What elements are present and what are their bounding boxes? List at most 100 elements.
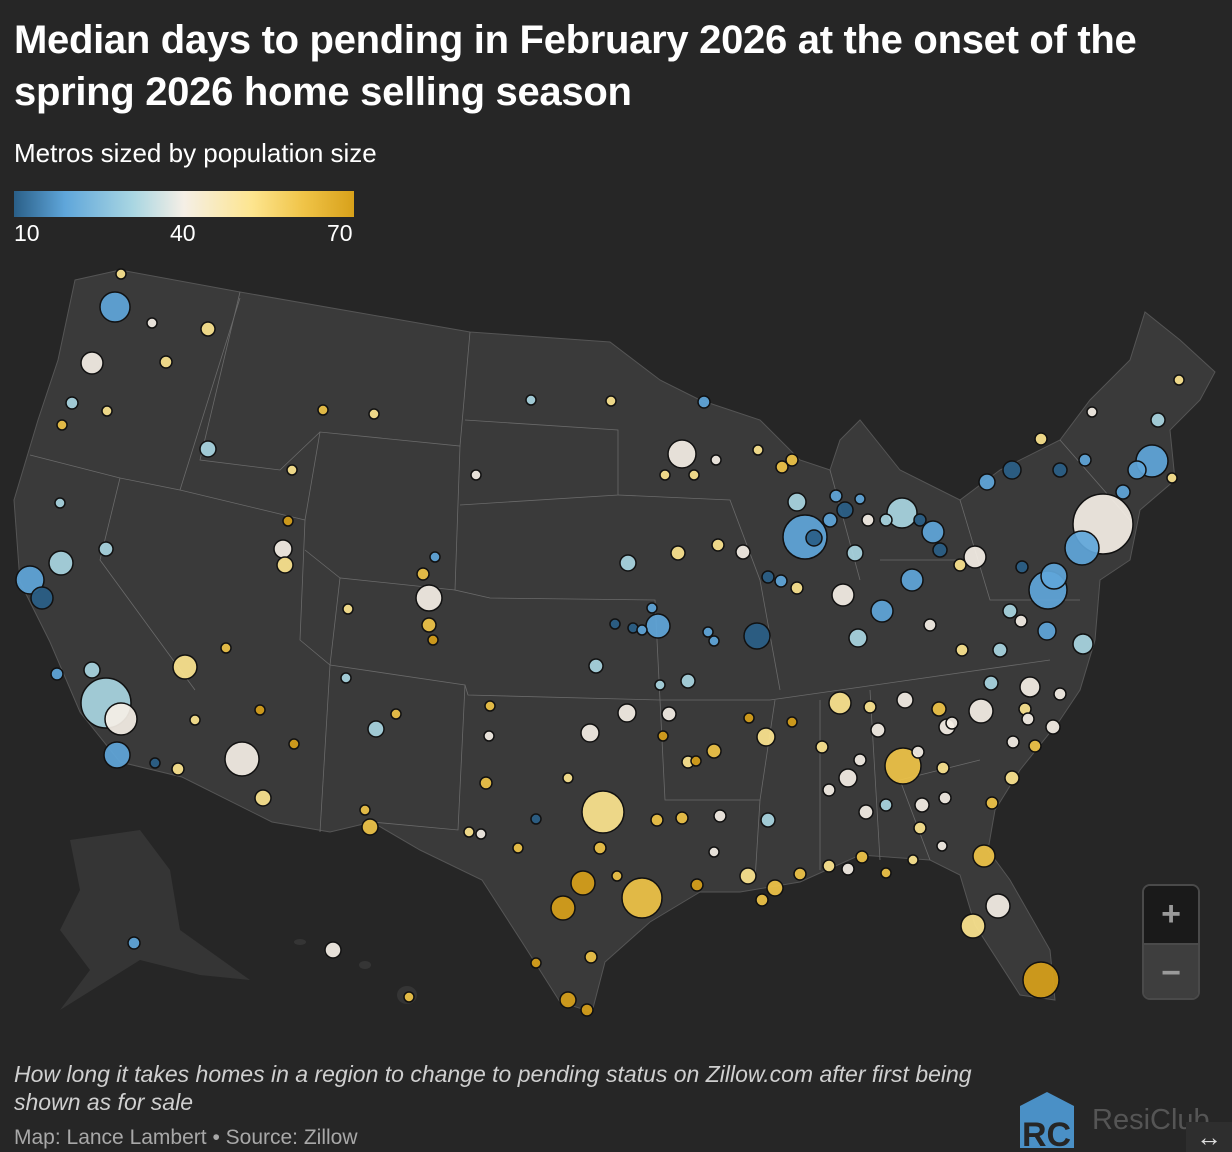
metro-marker[interactable] xyxy=(65,396,79,410)
metro-marker[interactable] xyxy=(1166,472,1178,484)
metro-marker[interactable] xyxy=(822,783,836,797)
metro-marker[interactable] xyxy=(670,545,686,561)
metro-marker[interactable] xyxy=(98,541,114,557)
metro-marker[interactable] xyxy=(367,720,385,738)
metro-marker[interactable] xyxy=(805,529,823,547)
metro-marker[interactable] xyxy=(858,804,874,820)
metro-marker[interactable] xyxy=(646,602,658,614)
metro-marker[interactable] xyxy=(1022,961,1060,999)
metro-marker[interactable] xyxy=(680,673,696,689)
metro-marker[interactable] xyxy=(562,772,574,784)
metro-marker[interactable] xyxy=(50,667,64,681)
metro-marker[interactable] xyxy=(787,492,807,512)
metro-marker[interactable] xyxy=(853,753,867,767)
metro-marker[interactable] xyxy=(822,512,838,528)
metro-marker[interactable] xyxy=(739,867,757,885)
metro-marker[interactable] xyxy=(484,700,496,712)
metro-marker[interactable] xyxy=(936,840,948,852)
metro-marker[interactable] xyxy=(342,603,354,615)
metro-marker[interactable] xyxy=(985,796,999,810)
metro-marker[interactable] xyxy=(913,821,927,835)
metro-marker[interactable] xyxy=(1028,739,1042,753)
metro-marker[interactable] xyxy=(1034,432,1048,446)
metro-marker[interactable] xyxy=(1015,560,1029,574)
metro-marker[interactable] xyxy=(708,846,720,858)
metro-marker[interactable] xyxy=(907,854,919,866)
metro-marker[interactable] xyxy=(127,936,141,950)
metro-marker[interactable] xyxy=(254,789,272,807)
metro-marker[interactable] xyxy=(702,626,714,638)
metro-marker[interactable] xyxy=(276,556,294,574)
metro-marker[interactable] xyxy=(415,584,443,612)
metro-marker[interactable] xyxy=(470,469,482,481)
metro-marker[interactable] xyxy=(752,444,764,456)
metro-marker[interactable] xyxy=(774,574,788,588)
metro-marker[interactable] xyxy=(584,950,598,964)
metro-marker[interactable] xyxy=(361,818,379,836)
metro-marker[interactable] xyxy=(580,1003,594,1017)
metro-marker[interactable] xyxy=(688,469,700,481)
metro-marker[interactable] xyxy=(273,539,293,559)
metro-marker[interactable] xyxy=(1127,460,1147,480)
metro-marker[interactable] xyxy=(609,618,621,630)
metro-marker[interactable] xyxy=(900,568,924,592)
metro-marker[interactable] xyxy=(743,712,755,724)
metro-marker[interactable] xyxy=(743,622,771,650)
metro-marker[interactable] xyxy=(1052,462,1068,478)
metro-marker[interactable] xyxy=(879,513,893,527)
metro-marker[interactable] xyxy=(1173,374,1185,386)
metro-marker[interactable] xyxy=(822,859,836,873)
metro-marker[interactable] xyxy=(483,730,495,742)
metro-marker[interactable] xyxy=(836,501,854,519)
metro-marker[interactable] xyxy=(855,850,869,864)
metro-marker[interactable] xyxy=(581,790,625,834)
metro-marker[interactable] xyxy=(83,661,101,679)
metro-marker[interactable] xyxy=(199,440,217,458)
metro-marker[interactable] xyxy=(782,514,828,560)
metro-marker[interactable] xyxy=(54,497,66,509)
metro-marker[interactable] xyxy=(149,757,161,769)
metro-marker[interactable] xyxy=(56,419,68,431)
metro-marker[interactable] xyxy=(983,675,999,691)
metro-marker[interactable] xyxy=(1037,621,1057,641)
metro-marker[interactable] xyxy=(580,723,600,743)
metro-marker[interactable] xyxy=(48,550,74,576)
metro-markers[interactable] xyxy=(15,268,1185,1017)
metro-marker[interactable] xyxy=(756,727,776,747)
metro-marker[interactable] xyxy=(390,708,402,720)
metro-marker[interactable] xyxy=(659,469,671,481)
metro-marker[interactable] xyxy=(921,520,945,544)
metro-marker[interactable] xyxy=(828,691,852,715)
metro-marker[interactable] xyxy=(172,654,198,680)
metro-marker[interactable] xyxy=(880,867,892,879)
metro-marker[interactable] xyxy=(99,291,131,323)
metro-marker[interactable] xyxy=(932,542,948,558)
metro-marker[interactable] xyxy=(1019,676,1041,698)
metro-marker[interactable] xyxy=(913,513,927,527)
metro-marker[interactable] xyxy=(760,812,776,828)
metro-marker[interactable] xyxy=(846,544,864,562)
metro-marker[interactable] xyxy=(1064,530,1100,566)
metro-marker[interactable] xyxy=(324,941,342,959)
metro-marker[interactable] xyxy=(512,842,524,854)
metro-marker[interactable] xyxy=(896,691,914,709)
metro-marker[interactable] xyxy=(838,768,858,788)
metro-marker[interactable] xyxy=(706,743,722,759)
zoom-in-button[interactable]: + xyxy=(1144,886,1198,945)
metro-marker[interactable] xyxy=(960,913,986,939)
metro-marker[interactable] xyxy=(30,586,54,610)
metro-marker[interactable] xyxy=(570,870,596,896)
metro-marker[interactable] xyxy=(972,844,996,868)
metro-marker[interactable] xyxy=(985,893,1011,919)
metro-marker[interactable] xyxy=(621,877,663,919)
metro-marker[interactable] xyxy=(1021,712,1035,726)
metro-marker[interactable] xyxy=(1072,633,1094,655)
metro-marker[interactable] xyxy=(1002,460,1022,480)
metro-marker[interactable] xyxy=(870,599,894,623)
metro-marker[interactable] xyxy=(711,538,725,552)
metro-marker[interactable] xyxy=(766,879,784,897)
metro-marker[interactable] xyxy=(1053,687,1067,701)
metro-marker[interactable] xyxy=(588,658,604,674)
metro-marker[interactable] xyxy=(690,755,702,767)
metro-marker[interactable] xyxy=(421,617,437,633)
